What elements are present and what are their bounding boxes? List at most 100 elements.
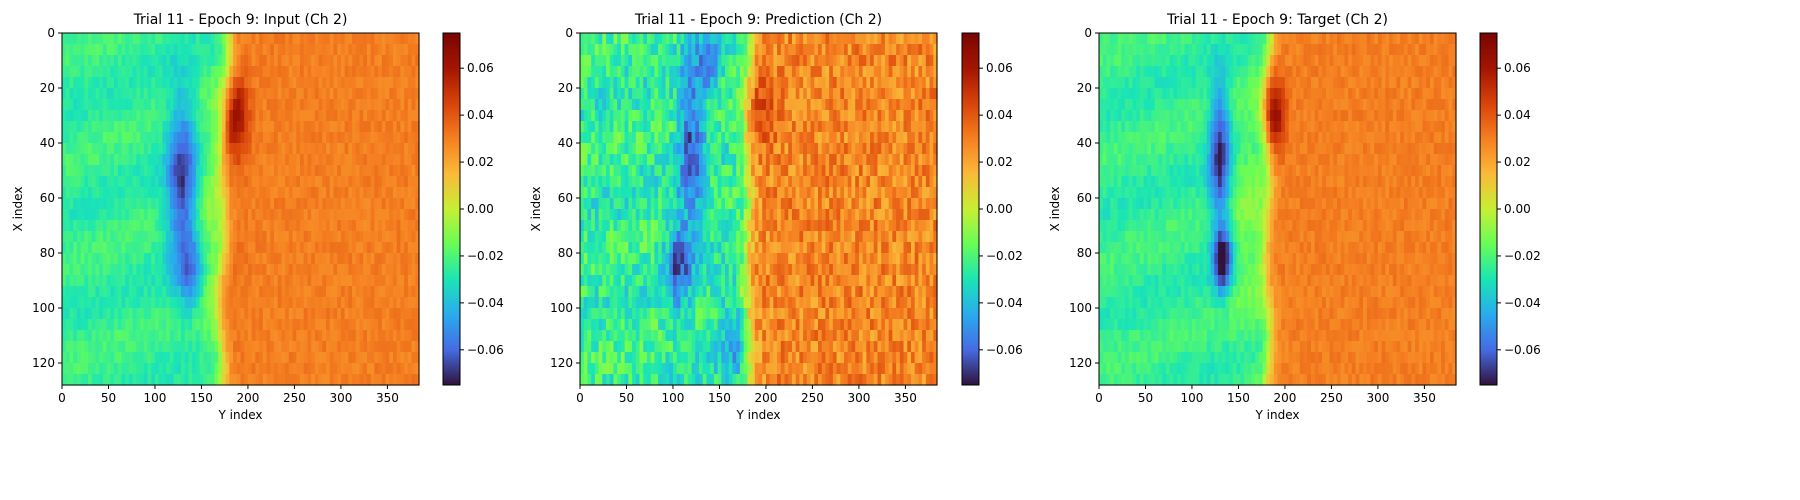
heatmap-cell — [158, 319, 164, 331]
heatmap-cell — [199, 264, 204, 276]
heatmap-cell — [672, 165, 678, 177]
heatmap-cell — [110, 88, 115, 100]
heatmap-cell — [307, 176, 312, 188]
heatmap-cell — [277, 319, 283, 331]
heatmap-cell — [210, 187, 216, 199]
heatmap-cell — [396, 330, 402, 342]
heatmap-cell — [370, 297, 375, 309]
heatmap-cell — [594, 99, 600, 111]
heatmap-cell — [181, 165, 186, 177]
heatmap-cell — [844, 33, 849, 45]
heatmap-cell — [754, 99, 760, 111]
heatmap-cell — [620, 66, 626, 78]
heatmap-cell — [99, 297, 104, 309]
x-tick-label: 50 — [101, 391, 116, 405]
heatmap-cell — [359, 187, 364, 199]
heatmap-cell — [892, 154, 897, 166]
heatmap-cell — [207, 330, 212, 342]
heatmap-cell — [84, 176, 89, 188]
heatmap-cell — [99, 176, 104, 188]
heatmap-cell — [225, 176, 230, 188]
heatmap-cell — [687, 231, 693, 243]
heatmap-cell — [888, 143, 893, 155]
heatmap-cell — [702, 176, 708, 188]
heatmap-cell — [247, 33, 253, 45]
heatmap-cell — [609, 44, 615, 56]
heatmap-cell — [281, 77, 286, 89]
heatmap-cell — [910, 121, 916, 133]
heatmap-cell — [684, 33, 689, 45]
heatmap-cell — [76, 77, 82, 89]
heatmap-cell — [169, 176, 175, 188]
heatmap-cell — [314, 187, 320, 199]
heatmap-cell — [117, 286, 123, 298]
heatmap-cell — [303, 121, 309, 133]
heatmap-cell — [76, 187, 82, 199]
heatmap-cell — [933, 110, 938, 122]
heatmap-cell — [229, 275, 234, 287]
heatmap-cell — [814, 77, 819, 89]
heatmap-cell — [151, 176, 156, 188]
heatmap-cell — [896, 110, 901, 122]
heatmap-cell — [687, 143, 693, 155]
heatmap-cell — [687, 88, 693, 100]
heatmap-cell — [355, 374, 361, 386]
heatmap-cell — [907, 55, 912, 67]
heatmap-cell — [818, 110, 823, 122]
heatmap-cell — [806, 44, 812, 56]
heatmap-cell — [583, 88, 589, 100]
heatmap-cell — [896, 209, 901, 221]
heatmap-cell — [676, 121, 682, 133]
heatmap-cell — [277, 374, 283, 386]
heatmap-cell — [162, 154, 167, 166]
heatmap-cell — [844, 110, 849, 122]
heatmap-cell — [273, 341, 279, 353]
heatmap-cell — [665, 220, 670, 232]
heatmap-cell — [580, 143, 585, 155]
heatmap-cell — [80, 143, 85, 155]
heatmap-cell — [285, 154, 290, 166]
heatmap-cell — [329, 88, 335, 100]
heatmap-cell — [80, 110, 85, 122]
heatmap-cell — [359, 319, 364, 331]
heatmap-cell — [110, 121, 115, 133]
heatmap-cell — [407, 209, 413, 221]
heatmap-cell — [415, 55, 420, 67]
heatmap-cell — [888, 198, 893, 210]
heatmap-cell — [713, 198, 719, 210]
heatmap-cell — [136, 132, 141, 144]
heatmap-cell — [329, 77, 335, 89]
heatmap-cell — [95, 253, 100, 265]
heatmap-cell — [743, 55, 748, 67]
heatmap-cell — [803, 55, 808, 67]
heatmap-cell — [587, 242, 592, 254]
heatmap-cell — [106, 275, 111, 287]
heatmap-cell — [777, 176, 782, 188]
heatmap-cell — [329, 275, 335, 287]
heatmap-cell — [617, 66, 622, 78]
heatmap-cell — [363, 286, 368, 298]
heatmap-cell — [821, 231, 827, 243]
heatmap-cell — [713, 132, 719, 144]
heatmap-cell — [359, 363, 364, 375]
heatmap-cell — [359, 77, 364, 89]
heatmap-cell — [99, 132, 104, 144]
heatmap-cell — [128, 55, 134, 67]
heatmap-cell — [788, 165, 793, 177]
heatmap-cell — [281, 198, 286, 210]
heatmap-cell — [896, 77, 901, 89]
heatmap-cell — [136, 330, 141, 342]
heatmap-cell — [710, 44, 715, 56]
heatmap-cell — [407, 187, 413, 199]
heatmap-cell — [669, 187, 674, 199]
heatmap-cell — [370, 88, 375, 100]
heatmap-cell — [829, 231, 834, 243]
heatmap-cell — [658, 88, 663, 100]
heatmap-cell — [95, 44, 100, 56]
heatmap-cell — [352, 253, 357, 265]
heatmap-cell — [851, 33, 856, 45]
heatmap-cell — [847, 176, 853, 188]
heatmap-cell — [847, 154, 853, 166]
heatmap-cell — [713, 66, 719, 78]
heatmap-cell — [162, 341, 167, 353]
